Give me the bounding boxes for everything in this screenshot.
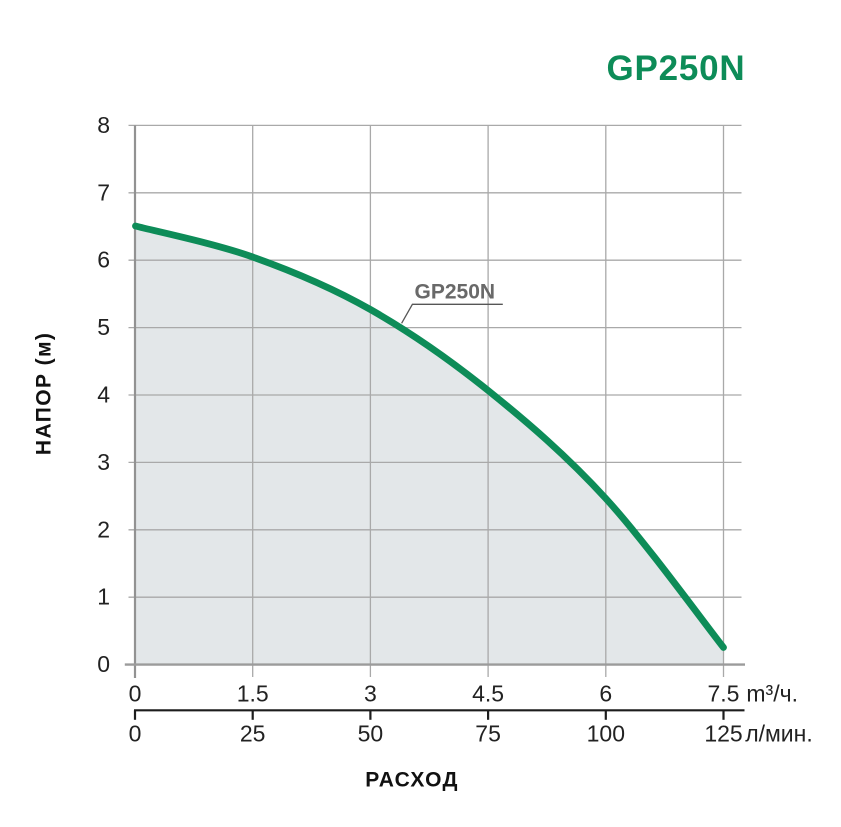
svg-text:л/мин.: л/мин. — [745, 720, 813, 746]
svg-text:7.5: 7.5 — [708, 680, 740, 706]
svg-text:0: 0 — [129, 680, 142, 706]
svg-text:НАПОР (м): НАПОР (м) — [33, 332, 56, 455]
svg-text:0: 0 — [97, 651, 110, 677]
svg-text:0: 0 — [129, 720, 142, 746]
svg-text:4: 4 — [97, 382, 110, 408]
svg-text:6: 6 — [599, 680, 612, 706]
svg-text:1.5: 1.5 — [237, 680, 269, 706]
svg-text:7: 7 — [97, 179, 110, 205]
svg-text:m³/ч.: m³/ч. — [746, 680, 798, 706]
svg-text:75: 75 — [475, 720, 501, 746]
svg-text:8: 8 — [97, 112, 110, 138]
svg-text:50: 50 — [358, 720, 384, 746]
svg-text:5: 5 — [97, 314, 110, 340]
svg-text:4.5: 4.5 — [472, 680, 504, 706]
svg-text:GP250N: GP250N — [415, 281, 496, 304]
svg-text:1: 1 — [97, 584, 110, 610]
svg-text:3: 3 — [97, 449, 110, 475]
svg-text:100: 100 — [587, 720, 625, 746]
svg-text:125: 125 — [704, 720, 742, 746]
svg-text:3: 3 — [364, 680, 377, 706]
svg-text:РАСХОД: РАСХОД — [365, 768, 458, 791]
svg-text:GP250N: GP250N — [606, 49, 745, 88]
svg-text:2: 2 — [97, 516, 110, 542]
svg-text:25: 25 — [240, 720, 266, 746]
svg-text:6: 6 — [97, 247, 110, 273]
